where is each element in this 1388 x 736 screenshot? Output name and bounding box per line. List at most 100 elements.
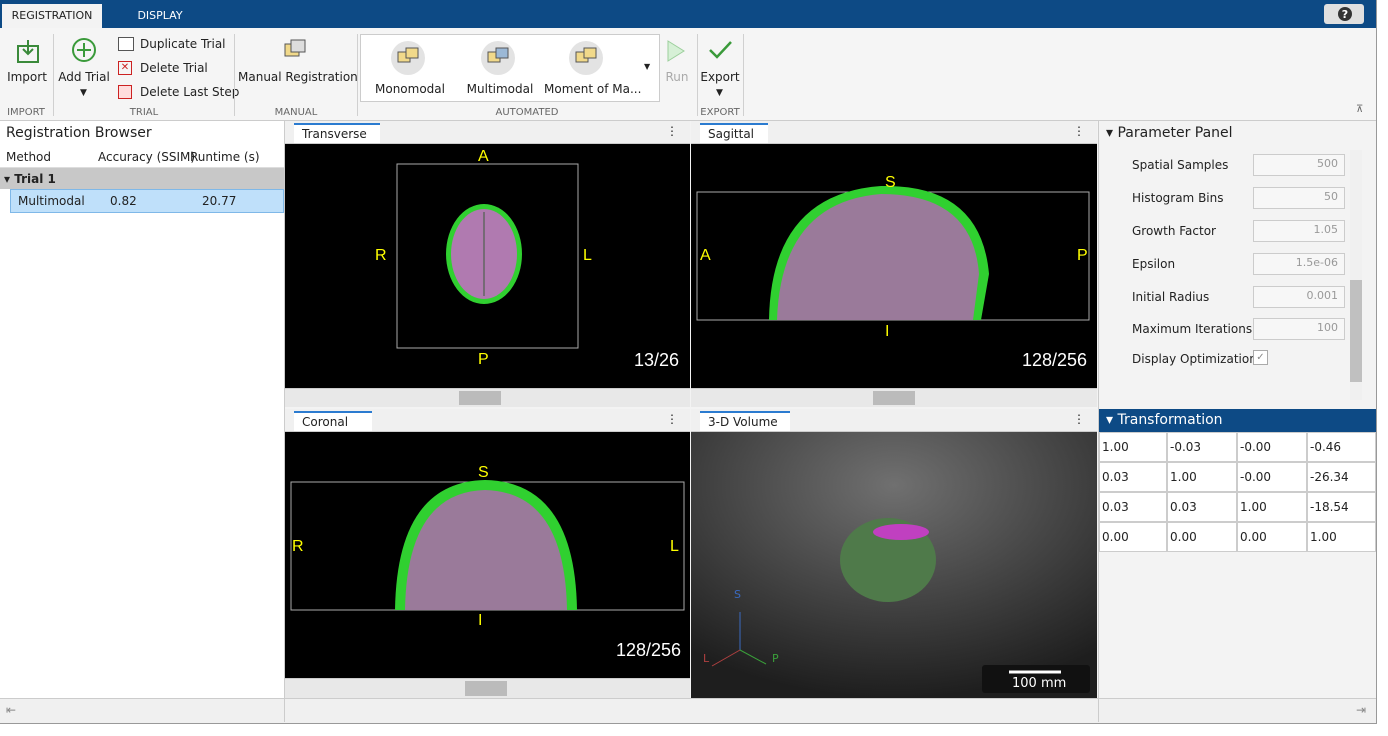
multimodal-button[interactable]: Multimodal (466, 82, 534, 96)
separator (357, 34, 358, 116)
param-label: Growth Factor (1132, 224, 1216, 238)
collapse-left[interactable]: ⇤ (6, 703, 17, 717)
panel-title-text: Transformation (1117, 412, 1223, 428)
orientation-label: S (478, 464, 489, 481)
param-field[interactable]: 50 (1253, 187, 1345, 209)
slice-scrollbar[interactable] (691, 388, 1097, 407)
export-icon (709, 41, 732, 59)
separator (234, 34, 235, 116)
param-label: Histogram Bins (1132, 191, 1224, 205)
param-field[interactable]: 1.05 (1253, 220, 1345, 242)
add-trial-button[interactable]: Add Trial (58, 70, 110, 84)
delete-last-step-button[interactable]: Delete Last Step (140, 85, 240, 99)
separator (697, 34, 698, 116)
matrix-cell: 0.00 (1237, 522, 1307, 552)
volume-image (691, 432, 1097, 698)
panel-title-text: Parameter Panel (1117, 125, 1233, 141)
view-tab[interactable]: 3-D Volume (700, 411, 790, 431)
param-field[interactable]: 500 (1253, 154, 1345, 176)
view-header (285, 409, 690, 432)
param-field[interactable]: 1.5e-06 (1253, 253, 1345, 275)
view-menu[interactable]: ⋮ (666, 412, 678, 426)
import-button[interactable]: Import (7, 70, 47, 84)
orientation-label: R (292, 538, 304, 555)
orientation-label: P (478, 351, 489, 368)
collapse-right[interactable]: ⇥ (1356, 703, 1367, 717)
view-tab[interactable]: Sagittal (700, 123, 768, 143)
column-header: Method (6, 150, 52, 164)
tab[interactable]: DISPLAY (137, 9, 183, 22)
section-label: MANUAL (274, 107, 318, 118)
monomodal-button[interactable]: Monomodal (375, 82, 445, 96)
matrix-cell: -18.54 (1307, 492, 1376, 522)
view-menu[interactable]: ⋮ (666, 124, 678, 138)
orientation-label: I (885, 323, 890, 340)
matrix-cell: -26.34 (1307, 462, 1376, 492)
moment-button[interactable]: Moment of Ma... (544, 82, 642, 96)
view-menu[interactable]: ⋮ (1073, 124, 1085, 138)
axis-label: S (734, 588, 741, 601)
transformation-header[interactable] (1099, 409, 1376, 432)
duplicate-icon (118, 37, 134, 51)
orientation-label: I (478, 612, 483, 629)
view-header (691, 121, 1097, 144)
axis-label: L (703, 652, 710, 665)
duplicate-trial-button[interactable]: Duplicate Trial (140, 37, 226, 51)
panel-title[interactable]: ▾ Transformation (1106, 412, 1223, 428)
param-label: Epsilon (1132, 257, 1176, 271)
matrix-cell: 1.00 (1099, 432, 1167, 462)
matrix-cell: 1.00 (1167, 462, 1237, 492)
section-label: EXPORT (700, 107, 740, 118)
checkbox[interactable]: ✓ (1253, 350, 1268, 365)
slice-label: 128/256 (1022, 350, 1088, 370)
orientation-label: A (478, 148, 489, 165)
tab[interactable]: REGISTRATION (2, 4, 102, 28)
orientation-label: P (1077, 247, 1088, 264)
matrix-cell: 0.00 (1167, 522, 1237, 552)
param-label: Spatial Samples (1132, 158, 1229, 172)
collapse-toolstrip[interactable]: ⊼ (1356, 104, 1364, 115)
export-button[interactable]: Export (700, 70, 740, 84)
manual-registration-button[interactable]: Manual Registration (238, 70, 358, 84)
orientation-label: S (885, 174, 896, 191)
help-button[interactable]: ? (1324, 4, 1364, 24)
toolstrip (0, 28, 1376, 121)
gallery-icons (391, 41, 603, 75)
orientation-label: L (583, 247, 592, 264)
trial-row[interactable] (10, 189, 284, 213)
cell: 0.82 (110, 194, 137, 208)
slice-label: 128/256 (616, 640, 682, 660)
dropdown-arrow: ▼ (80, 88, 87, 98)
section-label: TRIAL (129, 107, 159, 118)
param-label: Maximum Iterations (1132, 322, 1253, 336)
matrix-cell: 1.00 (1237, 492, 1307, 522)
matrix-cell: 0.03 (1099, 462, 1167, 492)
matrix-cell: 0.03 (1099, 492, 1167, 522)
separator (1098, 698, 1099, 722)
gallery-dropdown[interactable]: ▼ (644, 62, 651, 71)
view-tab[interactable]: Transverse (294, 123, 380, 143)
separator (53, 34, 54, 116)
param-field[interactable]: 0.001 (1253, 286, 1345, 308)
column-header: Runtime (s) (190, 150, 260, 164)
checkbox-label: Display Optimization (1132, 352, 1257, 366)
delete-step-icon (118, 85, 132, 99)
delete-trial-button[interactable]: Delete Trial (140, 61, 208, 75)
svg-text:?: ? (1342, 8, 1348, 21)
group-label[interactable]: ▾ Trial 1 (4, 172, 56, 186)
run-button[interactable]: Run (665, 70, 689, 84)
slice-scrollbar[interactable] (285, 388, 690, 407)
coronal-image (285, 432, 690, 678)
view-tab[interactable]: Coronal (294, 411, 372, 431)
panel-scrollbar[interactable] (1350, 150, 1362, 400)
param-field[interactable]: 100 (1253, 318, 1345, 340)
axis-label: P (772, 652, 779, 665)
view-menu[interactable]: ⋮ (1073, 412, 1085, 426)
slice-scrollbar[interactable] (285, 678, 690, 699)
dropdown-arrow: ▼ (716, 88, 723, 98)
section-label: IMPORT (7, 107, 45, 118)
panel-title[interactable]: ▾ Parameter Panel (1106, 125, 1233, 141)
group-row[interactable] (0, 168, 284, 189)
orientation-label: R (375, 247, 387, 264)
